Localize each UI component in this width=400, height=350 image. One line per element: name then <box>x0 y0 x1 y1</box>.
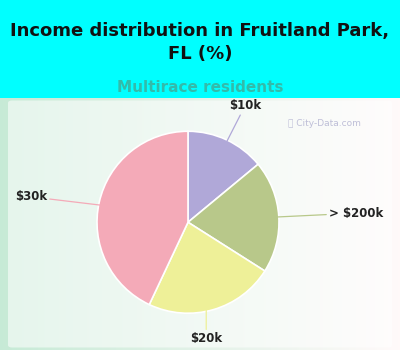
Wedge shape <box>188 131 258 222</box>
Wedge shape <box>188 164 279 271</box>
Text: $30k: $30k <box>15 190 124 208</box>
Text: Multirace residents: Multirace residents <box>117 80 283 95</box>
Text: $10k: $10k <box>216 99 261 163</box>
FancyBboxPatch shape <box>8 100 392 348</box>
Wedge shape <box>97 131 188 304</box>
Text: $20k: $20k <box>190 285 222 345</box>
Text: ⓘ City-Data.com: ⓘ City-Data.com <box>288 119 361 128</box>
Wedge shape <box>149 222 265 313</box>
Text: Income distribution in Fruitland Park,
FL (%): Income distribution in Fruitland Park, F… <box>10 22 390 63</box>
Text: > $200k: > $200k <box>253 206 383 220</box>
